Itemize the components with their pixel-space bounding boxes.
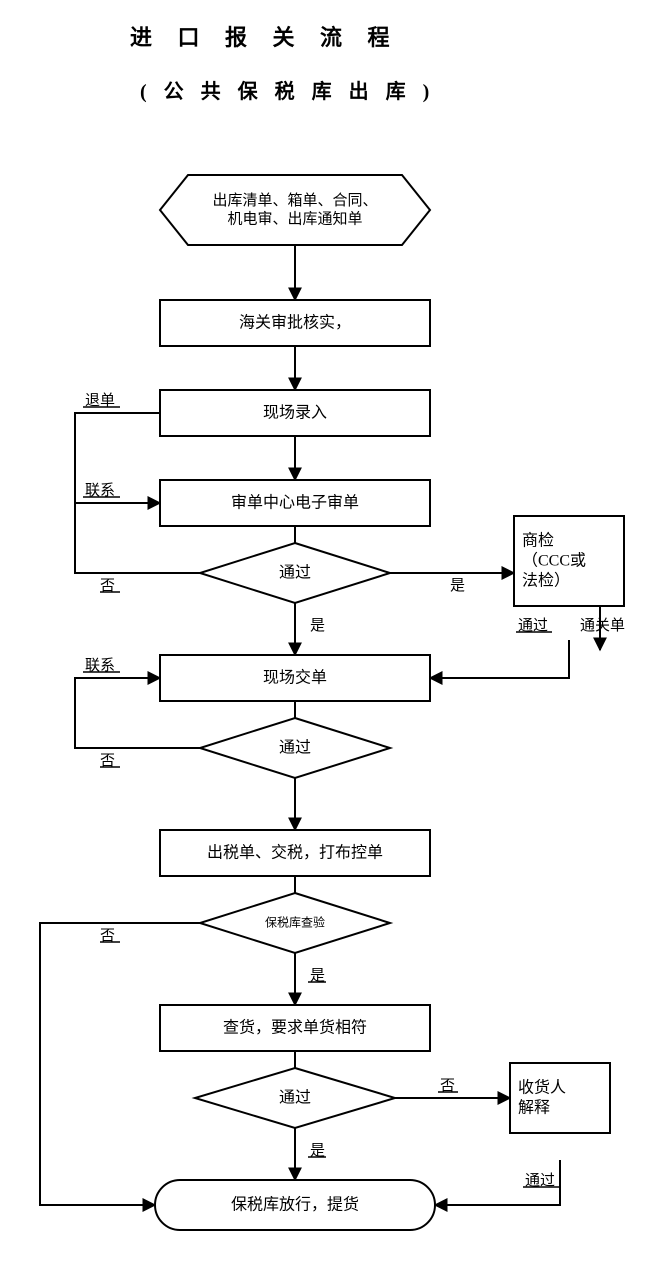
svg-text:通过: 通过 bbox=[279, 738, 311, 756]
svg-text:海关审批核实，: 海关审批核实， bbox=[239, 313, 351, 331]
svg-text:通过: 通过 bbox=[279, 563, 311, 581]
svg-text:法检）: 法检） bbox=[522, 571, 570, 589]
svg-text:商检: 商检 bbox=[522, 531, 554, 549]
flowchart-canvas: 进 口 报 关 流 程 ( 公 共 保 税 库 出 库 ) 是是否通过通关单否是… bbox=[0, 0, 650, 1281]
node-explain bbox=[510, 1063, 610, 1133]
edge bbox=[430, 640, 569, 678]
svg-text:保税库放行，提货: 保税库放行，提货 bbox=[231, 1195, 359, 1213]
node-start bbox=[160, 175, 430, 245]
svg-text:出库清单、箱单、合同、: 出库清单、箱单、合同、 bbox=[212, 192, 377, 209]
svg-text:解释: 解释 bbox=[518, 1098, 550, 1116]
svg-text:出税单、交税，打布控单: 出税单、交税，打布控单 bbox=[207, 843, 383, 861]
page-title: 进 口 报 关 流 程 bbox=[130, 20, 400, 52]
edge bbox=[40, 923, 200, 1205]
edge-label: 是 bbox=[450, 578, 465, 594]
svg-text:保税库查验: 保税库查验 bbox=[265, 914, 325, 929]
svg-text:机电审、出库通知单: 机电审、出库通知单 bbox=[227, 211, 362, 228]
svg-text:通过: 通过 bbox=[279, 1088, 311, 1106]
edge-label: 是 bbox=[310, 618, 325, 634]
flowchart-svg: 是是否通过通关单否是否是否通过退单联系联系出库清单、箱单、合同、机电审、出库通知… bbox=[0, 0, 650, 1281]
svg-text:现场交单: 现场交单 bbox=[263, 668, 327, 686]
svg-text:现场录入: 现场录入 bbox=[263, 403, 327, 421]
svg-text:（CCC或: （CCC或 bbox=[522, 551, 586, 569]
edge-label: 通关单 bbox=[580, 617, 625, 634]
svg-text:审单中心电子审单: 审单中心电子审单 bbox=[231, 493, 359, 511]
page-subtitle: ( 公 共 保 税 库 出 库 ) bbox=[140, 75, 435, 104]
svg-text:收货人: 收货人 bbox=[518, 1078, 566, 1096]
svg-text:查货，要求单货相符: 查货，要求单货相符 bbox=[223, 1018, 367, 1036]
